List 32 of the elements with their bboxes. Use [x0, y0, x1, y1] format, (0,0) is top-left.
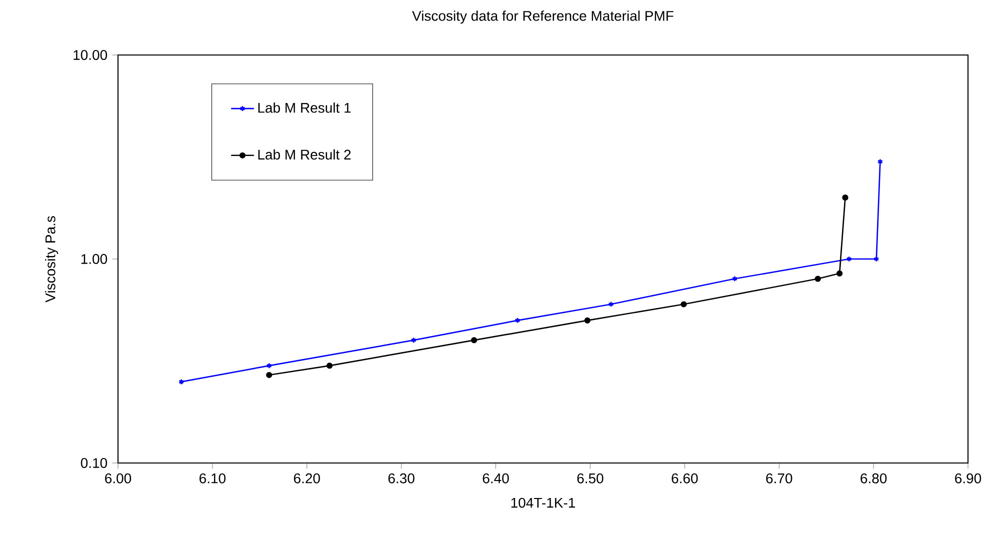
- y-tick-label: 1.00: [81, 254, 108, 264]
- point: [410, 337, 416, 344]
- point: [326, 362, 333, 369]
- point: [584, 317, 590, 324]
- x-tick-label: 6.20: [294, 473, 320, 484]
- legend-label: Lab M Result 1: [258, 102, 351, 113]
- point: [470, 337, 478, 344]
- x-tick-label: 6.60: [672, 473, 698, 484]
- point: [266, 362, 272, 369]
- y-tick-label: 0.10: [80, 458, 108, 468]
- point: [608, 301, 614, 308]
- point: [266, 372, 272, 378]
- point: [680, 301, 687, 308]
- x-tick-label: 6.70: [766, 473, 792, 484]
- y-axis-title: Viscosity Pa.s: [45, 216, 58, 302]
- point: [874, 256, 880, 262]
- x-tick-label: 6.90: [955, 473, 982, 484]
- point: [732, 276, 738, 282]
- point: [836, 270, 843, 276]
- legend-label: Lab M Result 2: [258, 149, 351, 160]
- x-tick-label: 6.10: [200, 473, 226, 484]
- x-tick-label: 6.30: [388, 473, 414, 484]
- y-tick-label: 10.00: [74, 50, 108, 60]
- x-tick-label: 6.00: [105, 473, 132, 484]
- x-tick-label: 6.80: [860, 473, 887, 484]
- chart-title: Viscosity data for Reference Material PMF: [412, 10, 674, 24]
- x-tick-label: 6.40: [482, 473, 509, 484]
- point: [846, 256, 852, 262]
- point: [814, 276, 821, 282]
- x-tick-label: 6.50: [577, 473, 604, 484]
- point: [842, 194, 848, 201]
- x-axis-title: 104T-1K-1: [511, 498, 575, 508]
